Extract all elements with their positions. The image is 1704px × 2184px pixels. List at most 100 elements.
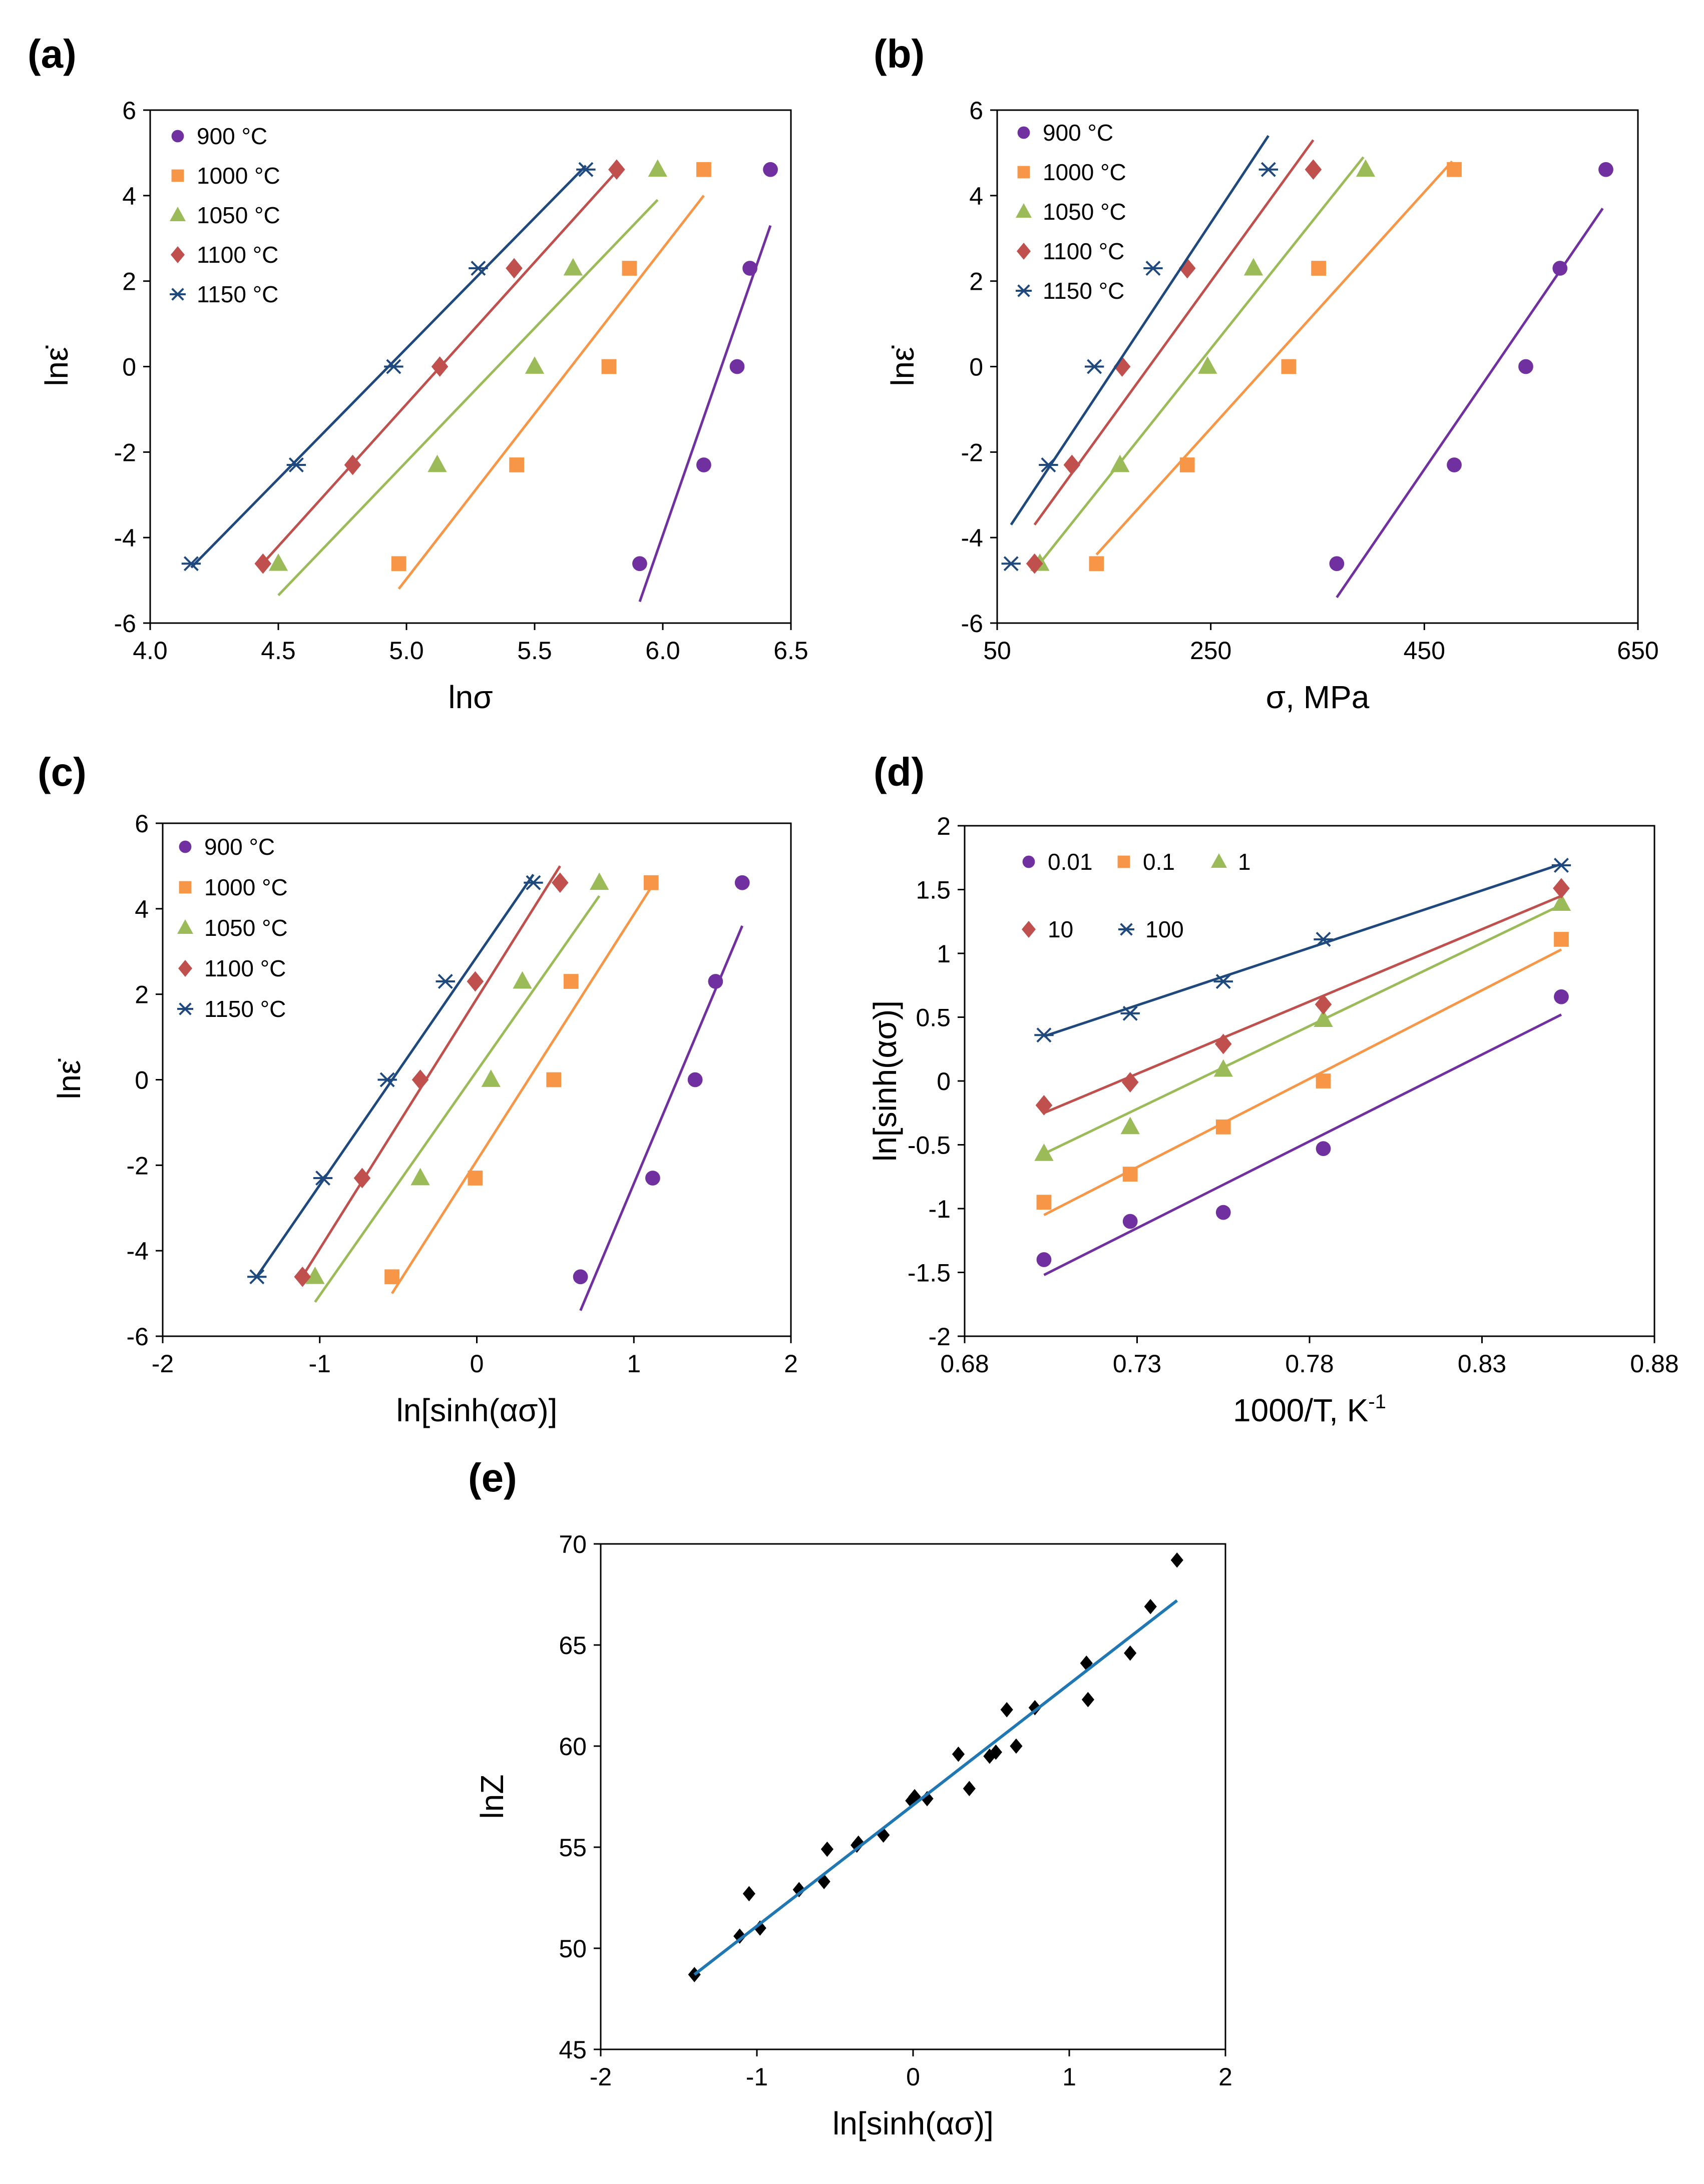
legend-label: 0.1 — [1143, 849, 1175, 875]
legend-marker — [171, 130, 184, 143]
y-axis-label: lnε̇ — [39, 345, 75, 386]
panel-c: (c) -2 -1 0 1 2 -6 -4 -2 0 2 4 6 ln[sinh(ασ)] lnε̇ 900 … — [38, 750, 798, 1428]
data-point — [792, 1882, 805, 1898]
star-stroke — [1145, 261, 1161, 276]
legend-marker — [1017, 166, 1030, 179]
data-point — [411, 1069, 429, 1090]
star-stroke — [471, 261, 486, 276]
legend-marker — [178, 960, 192, 977]
y-tick-label: 2 — [969, 268, 983, 296]
data-point — [563, 974, 579, 989]
fit-line — [397, 195, 705, 590]
data-point — [410, 1168, 430, 1186]
y-tick-label: -4 — [127, 1237, 149, 1265]
y-tick-label: 0 — [969, 353, 983, 381]
data-point — [1124, 1645, 1137, 1661]
star-stroke — [578, 162, 594, 177]
data-point — [753, 1920, 766, 1936]
data-point — [1063, 454, 1081, 475]
y-tick-label: 0 — [937, 1067, 951, 1096]
x-tick-label: -2 — [152, 1350, 174, 1378]
legend-label: 1050 °C — [197, 202, 280, 228]
data-point — [353, 1168, 371, 1189]
legend-label: 900 °C — [1043, 120, 1113, 146]
y-tick-label: -2 — [961, 438, 983, 466]
x-tick-label: 5.5 — [517, 637, 552, 665]
data-point — [468, 1171, 483, 1186]
star-stroke — [1036, 1027, 1052, 1043]
y-tick-label: -2 — [127, 1152, 149, 1180]
data-point — [1110, 454, 1130, 472]
data-point — [1000, 1702, 1013, 1718]
legend-label: 900 °C — [197, 123, 267, 149]
data-point — [1316, 1141, 1331, 1157]
data-point — [1143, 261, 1163, 276]
data-point — [305, 1266, 325, 1284]
legend-marker — [171, 169, 184, 182]
data-point — [576, 162, 596, 177]
panel-label: (e) — [468, 1455, 517, 1500]
fit-line — [1033, 139, 1315, 526]
data-point — [852, 1835, 865, 1851]
legend-marker — [1022, 855, 1035, 868]
data-point — [524, 875, 543, 890]
panel-label: (a) — [28, 32, 77, 76]
x-axis-label: ln[sinh(ασ)] — [832, 2105, 994, 2141]
legend-label: 1 — [1238, 849, 1251, 875]
data-point — [1028, 1700, 1041, 1716]
data-point — [1356, 159, 1376, 177]
legend-label: 1150 °C — [204, 996, 286, 1022]
star-stroke — [1553, 858, 1569, 873]
data-point — [601, 359, 617, 374]
star-stroke — [315, 1170, 331, 1186]
data-point — [1034, 1027, 1054, 1043]
panel-e: (e) -2 -1 0 1 2 45 50 55 60 65 70 ln[sinh(ασ)] lnZ — [468, 1455, 1232, 2141]
data-point — [742, 1886, 755, 1902]
legend-label: 1100 °C — [197, 242, 278, 268]
data-point — [286, 457, 306, 472]
data-point — [1258, 162, 1279, 177]
y-tick-label: 6 — [969, 97, 983, 125]
data-point — [1551, 893, 1571, 911]
data-point — [696, 457, 711, 472]
x-tick-label: 1 — [627, 1350, 641, 1378]
data-point — [1120, 1005, 1140, 1021]
data-point — [573, 1269, 588, 1285]
star-stroke — [1122, 1005, 1138, 1021]
data-point — [1039, 457, 1058, 472]
legend-label: 1100 °C — [1043, 238, 1124, 264]
y-tick-label: 0 — [122, 353, 136, 381]
x-axis-label-superscript: -1 — [1368, 1391, 1386, 1413]
y-tick-label: 6 — [122, 97, 136, 125]
legend-marker — [1016, 203, 1032, 218]
data-point — [1179, 457, 1195, 472]
data-point — [1215, 1205, 1231, 1220]
data-point — [1036, 1195, 1052, 1210]
data-point — [384, 359, 403, 374]
x-tick-label: 6.0 — [645, 637, 680, 665]
data-point — [989, 1744, 1002, 1760]
data-point — [1122, 1167, 1138, 1182]
y-axis-label: lnZ — [474, 1775, 510, 1819]
fit-line — [693, 1599, 1178, 1976]
data-point — [525, 356, 545, 374]
data-point — [632, 556, 647, 572]
data-point — [1084, 359, 1104, 374]
data-point — [622, 261, 637, 276]
legend-marker — [1118, 923, 1134, 936]
y-tick-label: 1 — [937, 940, 951, 968]
x-tick-label: 6.5 — [773, 637, 808, 665]
legend-marker — [170, 288, 186, 301]
x-tick-label: 0.88 — [1630, 1350, 1678, 1378]
x-tick-label: 5.0 — [389, 637, 424, 665]
data-point — [1113, 356, 1131, 377]
legend-label: 1100 °C — [204, 955, 286, 981]
legend-label: 1050 °C — [204, 915, 288, 941]
panel-b: (b) 50 250 450 650 -6 -4 -2 0 2 4 6 σ, MPa lnε̇ 900 °C… — [874, 32, 1659, 715]
data-point — [590, 872, 609, 890]
x-tick-label: 250 — [1190, 637, 1231, 665]
legend-marker — [1211, 853, 1227, 868]
data-point — [1551, 858, 1571, 873]
y-tick-label: 50 — [559, 1935, 587, 1963]
star-stroke — [386, 359, 401, 374]
